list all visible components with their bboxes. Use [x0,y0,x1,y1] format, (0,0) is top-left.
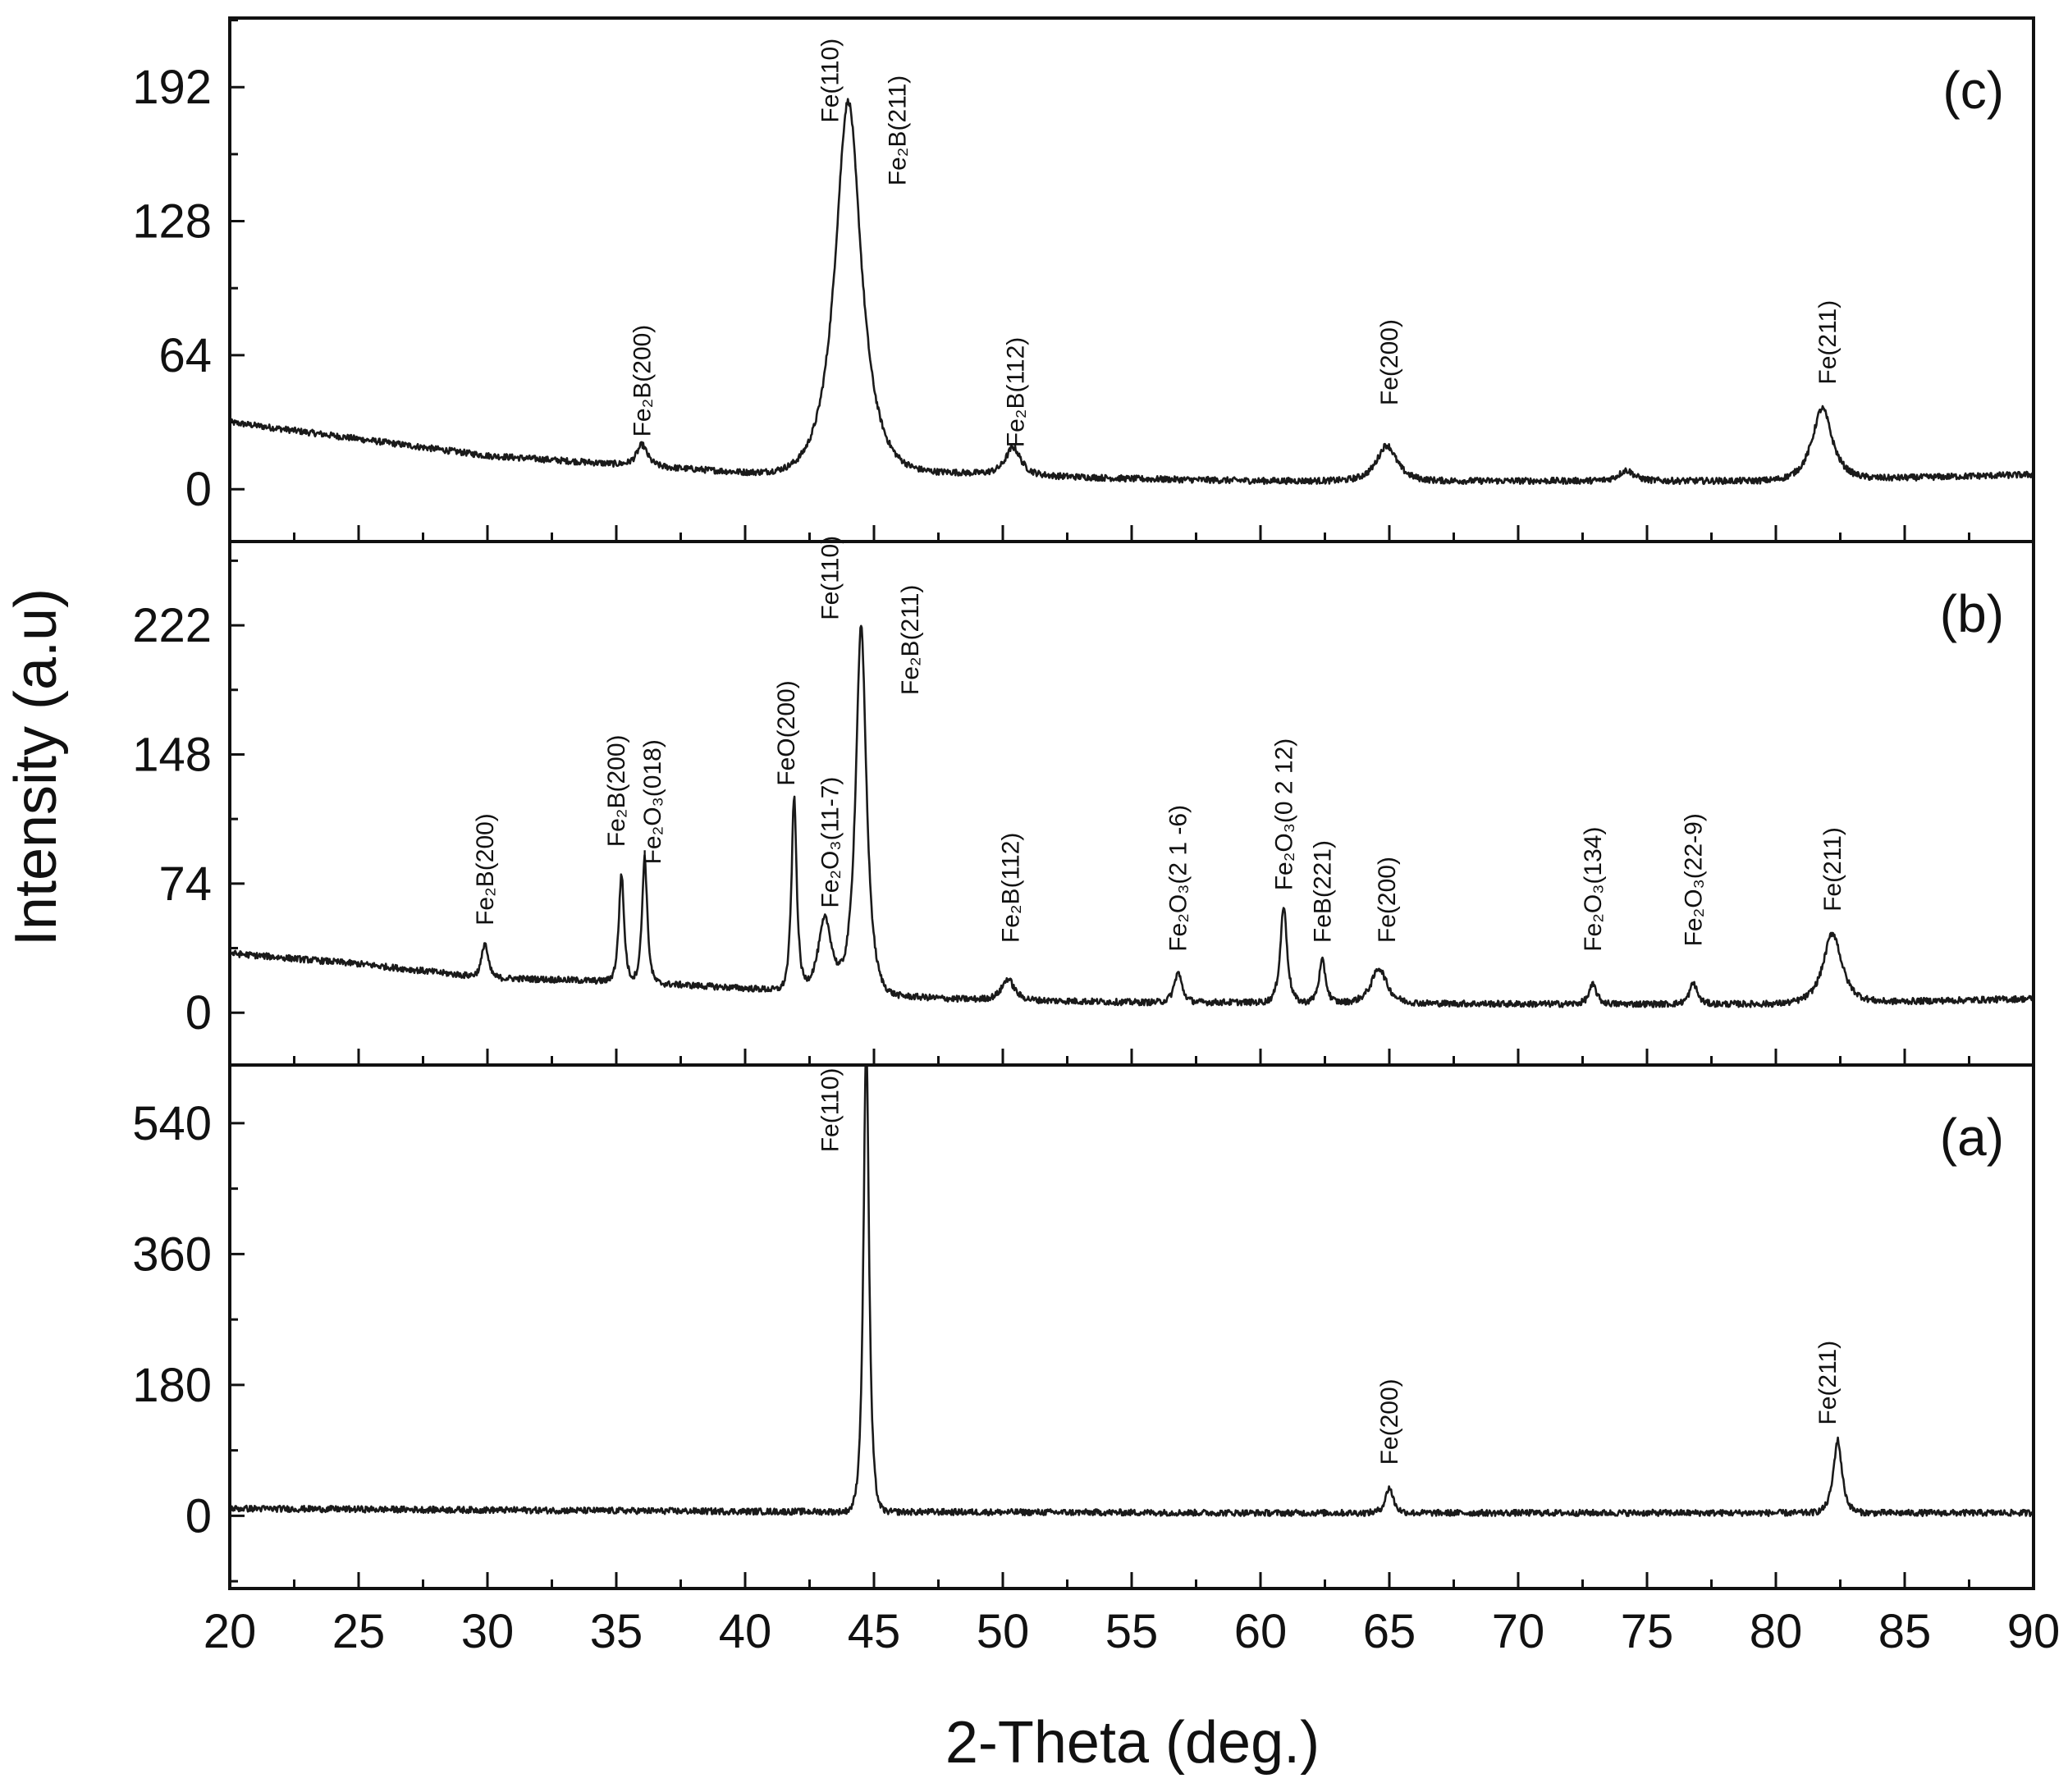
y-tick-label: 64 [158,329,212,382]
x-tick-label: 80 [1750,1605,1803,1658]
y-tick-label: 0 [185,463,212,516]
x-axis-title: 2-Theta (deg.) [945,1710,1320,1776]
peak-label: Fe₂B(211) [884,75,911,185]
peak-label: Fe₂O₃(11-7) [817,777,844,908]
panel-label: (a) [1940,1108,2004,1167]
x-tick-label: 50 [977,1605,1030,1658]
peak-label: FeO(200) [773,680,800,785]
peak-label: Fe₂B(211) [897,585,924,695]
x-tick-label: 40 [719,1605,772,1658]
y-tick-label: 180 [132,1359,212,1412]
y-tick-label: 0 [185,1489,212,1543]
panel-frame [228,1063,2035,1590]
peak-label: Fe(200) [1376,319,1403,405]
y-tick-label: 0 [185,986,212,1040]
peak-label: Fe₂O₃(0 2 12) [1270,738,1297,891]
peak-label: Fe₂B(200) [472,813,499,926]
peak-label: Fe(110) [817,1067,844,1152]
peak-label: Fe₂O₃(22-9) [1681,813,1708,946]
x-tick-label: 55 [1105,1605,1159,1658]
peak-label: Fe₂B(112) [1003,337,1030,447]
peak-label: Fe₂B(112) [997,833,1024,943]
x-tick-label: 70 [1492,1605,1545,1658]
panel-label: (b) [1940,584,2004,643]
x-tick-label: 20 [204,1605,257,1658]
panel-label: (c) [1942,61,2004,120]
y-axis-title: Intensity (a.u) [3,588,69,946]
y-tick-label: 148 [132,728,212,781]
y-tick-label: 222 [132,599,212,652]
peak-label: Fe(200) [1374,857,1401,943]
x-tick-label: 35 [590,1605,643,1658]
peak-label: FeB(221) [1309,840,1336,943]
series-line-c [230,98,2034,486]
y-tick-label: 192 [132,61,212,114]
x-tick-label: 25 [332,1605,386,1658]
panel-b: 0 74 148 222 (b) Fe₂B(200) Fe₂B(200) Fe₂O₃(018)… [132,536,2035,1067]
panel-a: 0 180 360 540 (a) Fe(110) Fe(200) Fe(211) [132,1063,2035,1590]
y-tick-label: 540 [132,1097,212,1150]
y-tick-label: 360 [132,1227,212,1281]
peak-label: Fe₂O₃(134) [1580,827,1607,952]
peak-label: Fe(211) [1814,1341,1842,1425]
peak-label: Fe(110) [817,39,844,123]
peak-label: Fe(200) [1376,1378,1403,1465]
peak-label: Fe₂B(200) [629,325,656,437]
x-tick-label: 60 [1234,1605,1288,1658]
y-tick-label: 74 [158,857,212,911]
series-line-b [230,624,2034,1008]
x-tick-label: 90 [2007,1605,2061,1658]
x-tick-label: 85 [1878,1605,1932,1658]
peak-label: Fe₂O₃(018) [639,739,666,864]
y-tick-label: 128 [132,195,212,249]
plot-layer: 0 64 128 192 (c) Fe(110) Fe₂B(211) Fe₂B(200) Fe₂… [132,16,2061,1658]
x-tick-label: 45 [848,1605,901,1658]
x-tick-label: 75 [1621,1605,1674,1658]
peak-label: Fe(211) [1819,827,1846,912]
series-line-a [230,1065,2034,1517]
peak-label: Fe₂O₃(2 1 -6) [1165,805,1192,952]
peak-label: Fe(211) [1814,300,1842,385]
x-tick-label: 30 [461,1605,515,1658]
peak-label: Fe₂B(200) [603,734,630,847]
x-tick-label: 65 [1363,1605,1416,1658]
peak-label: Fe(110) [817,536,844,620]
